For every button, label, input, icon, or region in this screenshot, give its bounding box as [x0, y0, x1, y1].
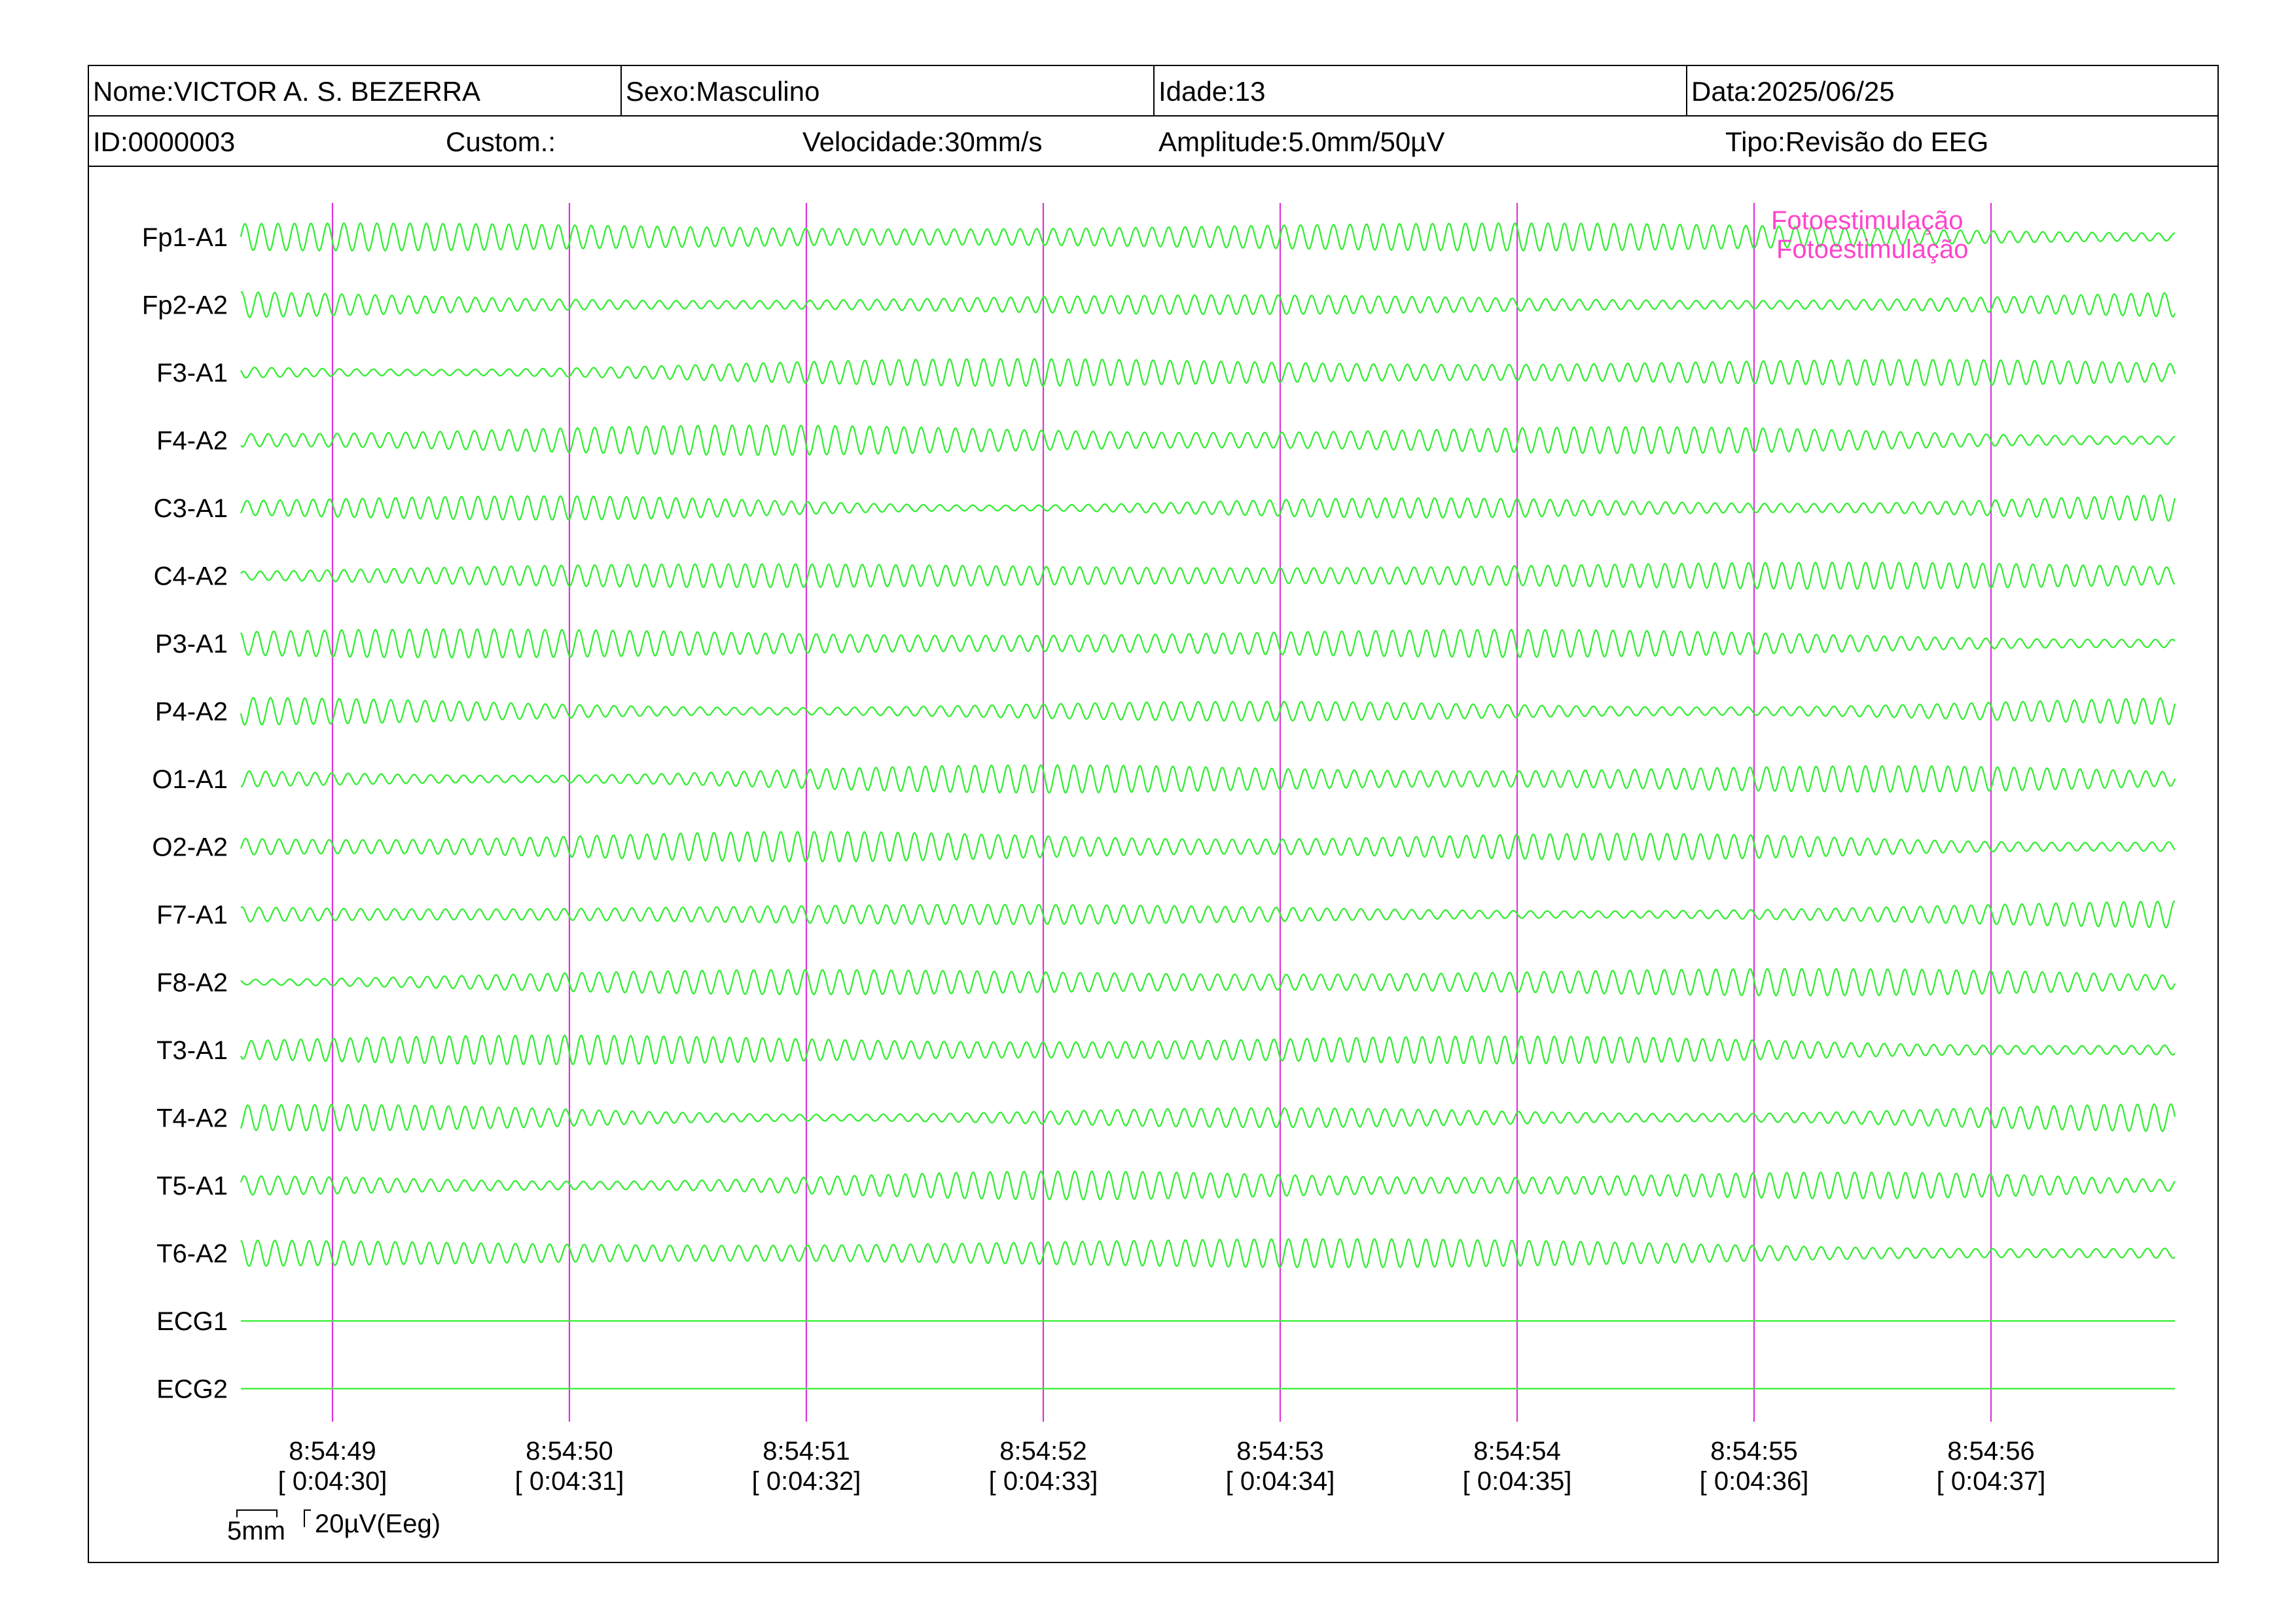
channel-label: T6-A2 — [156, 1240, 228, 1269]
clock-tick-label: 8:54:55 — [1710, 1437, 1797, 1466]
channel-label: P4-A2 — [155, 698, 228, 727]
eeg-trace — [240, 357, 2176, 388]
custom-field: Custom.: — [446, 126, 556, 157]
elapsed-tick-label: [ 0:04:32] — [752, 1467, 861, 1496]
header-row-patient: Nome:VICTOR A. S. BEZERRA Sexo:Masculino… — [89, 66, 2217, 117]
recording-amplitude: Amplitude:5.0mm/50µV — [1158, 126, 1445, 157]
eeg-trace — [240, 424, 2176, 456]
photic-stimulation-annotation: Fotoestimulação — [1771, 206, 1963, 235]
eeg-trace — [240, 561, 2176, 590]
clock-tick-label: 8:54:50 — [526, 1437, 613, 1466]
header-divider — [1153, 66, 1155, 115]
eeg-trace — [240, 967, 2176, 997]
eeg-trace — [240, 764, 2176, 794]
eeg-trace — [240, 628, 2176, 659]
channel-label: F8-A2 — [156, 969, 228, 998]
patient-id: ID:0000003 — [93, 126, 236, 157]
clock-tick-label: 8:54:56 — [1947, 1437, 2034, 1466]
channel-label: O1-A1 — [152, 765, 228, 794]
header-divider — [620, 66, 622, 115]
elapsed-tick-label: [ 0:04:33] — [989, 1467, 1098, 1496]
channel-label: ECG2 — [156, 1375, 228, 1404]
channel-labels: Fp1-A1 Fp2-A2 F3-A1 F4-A2 C3-A1 C4-A2 P3-A1 P4-… — [142, 223, 228, 1404]
clock-tick-label: 8:54:54 — [1473, 1437, 1560, 1466]
channel-label: F7-A1 — [156, 901, 228, 929]
elapsed-tick-label: [ 0:04:31] — [515, 1467, 624, 1496]
channel-label: T5-A1 — [156, 1172, 228, 1200]
channel-label: F3-A1 — [156, 359, 228, 388]
clock-tick-label: 8:54:51 — [762, 1437, 850, 1466]
eeg-trace — [240, 1238, 2176, 1269]
clock-tick-label: 8:54:53 — [1236, 1437, 1323, 1466]
eeg-trace — [240, 900, 2176, 929]
eeg-trace — [240, 1103, 2176, 1132]
scale-bar: 5mm 20µV(Eeg) — [227, 1509, 440, 1545]
clock-tick-label: 8:54:52 — [999, 1437, 1086, 1466]
channel-label: ECG1 — [156, 1307, 228, 1336]
header-row-recording: ID:0000003 Custom.: Velocidade:30mm/s Am… — [89, 117, 2217, 167]
eeg-trace — [240, 830, 2176, 863]
annotations: Fotoestimulação Fotoestimulação — [1771, 206, 1968, 264]
patient-age: Idade:13 — [1158, 76, 1266, 107]
eeg-report-sheet: Nome:VICTOR A. S. BEZERRA Sexo:Masculino… — [88, 65, 2219, 1563]
channel-label: T4-A2 — [156, 1104, 228, 1133]
channel-label: C4-A2 — [154, 562, 228, 591]
header-divider — [1686, 66, 1687, 115]
channel-label: T3-A1 — [156, 1036, 228, 1065]
time-scale-label: 5mm — [227, 1517, 285, 1545]
elapsed-tick-label: [ 0:04:35] — [1463, 1467, 1572, 1496]
amplitude-scale-label: 20µV(Eeg) — [315, 1509, 440, 1538]
review-type: Tipo:Revisão do EEG — [1725, 126, 1989, 157]
amplitude-scale-bar — [304, 1509, 311, 1527]
patient-sex: Sexo:Masculino — [626, 76, 820, 107]
second-marker-lines — [331, 203, 1992, 1422]
channel-label: Fp2-A2 — [142, 291, 228, 320]
eeg-trace — [240, 494, 2176, 522]
eeg-trace — [240, 291, 2176, 319]
channel-label: O2-A2 — [152, 833, 228, 862]
clock-tick-label: 8:54:49 — [289, 1437, 376, 1466]
eeg-trace — [240, 696, 2176, 726]
patient-name: Nome:VICTOR A. S. BEZERRA — [93, 76, 481, 107]
eeg-trace — [240, 222, 2176, 252]
recording-speed: Velocidade:30mm/s — [802, 126, 1043, 157]
channel-label: C3-A1 — [154, 494, 228, 523]
channel-label: P3-A1 — [155, 630, 228, 659]
eeg-traces — [240, 222, 2176, 1390]
photic-stimulation-annotation: Fotoestimulação — [1776, 235, 1968, 264]
eeg-trace — [240, 1034, 2176, 1066]
elapsed-tick-label: [ 0:04:36] — [1700, 1467, 1809, 1496]
record-date: Data:2025/06/25 — [1691, 76, 1895, 107]
eeg-trace — [240, 1170, 2176, 1201]
time-scale-bar — [236, 1509, 278, 1517]
time-tick-labels: 8:54:49[ 0:04:30] 8:54:50[ 0:04:31] 8:54:5… — [278, 1437, 2046, 1496]
elapsed-tick-label: [ 0:04:34] — [1226, 1467, 1335, 1496]
elapsed-tick-label: [ 0:04:37] — [1937, 1467, 2046, 1496]
channel-label: Fp1-A1 — [142, 223, 228, 252]
elapsed-tick-label: [ 0:04:30] — [278, 1467, 387, 1496]
channel-label: F4-A2 — [156, 427, 228, 456]
